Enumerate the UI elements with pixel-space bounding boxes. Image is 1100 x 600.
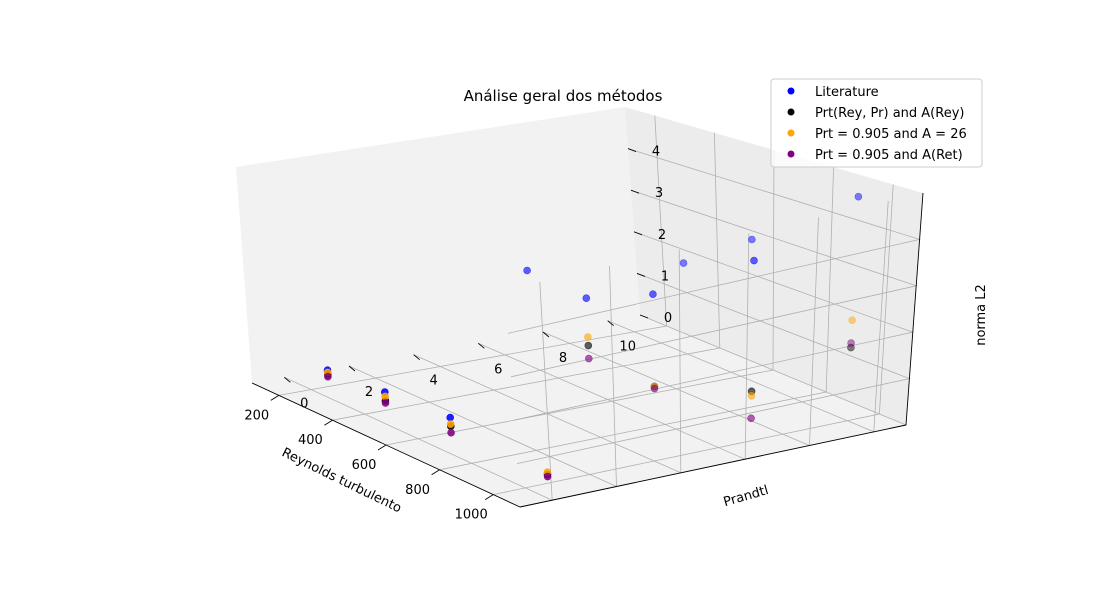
z-tick-label: 4 [652,145,660,160]
data-point [679,259,688,267]
z-tick-mark [630,189,640,194]
legend-entry: Prt = 0.905 and A(Ret) [815,148,963,163]
z-axis-line [905,192,924,426]
z-tick-label: 0 [664,311,672,326]
x-tick-mark [324,419,333,426]
z-tick-mark [627,148,637,153]
y-tick-label: 4 [430,374,438,389]
data-point [854,192,863,201]
x-tick-label: 600 [352,458,377,473]
x-tick-mark [484,494,494,500]
data-point [543,472,552,481]
legend-entry: Literature [815,85,879,100]
z-tick-label: 3 [655,186,663,201]
data-point [847,339,855,347]
z-tick-mark [633,231,643,236]
y-tick-mark [284,376,291,383]
data-point [523,266,531,275]
data-point [584,354,593,363]
y-tick-mark [348,365,356,372]
x-tick-label: 200 [244,408,269,423]
chart-title: Análise geral dos métodos [464,87,663,105]
data-point [324,372,332,381]
legend-entry: Prt = 0.905 and A = 26 [815,127,967,142]
x-tick-mark [431,469,440,476]
legend-marker [787,150,795,158]
x-axis-label: Reynolds turbulento [279,445,404,516]
y-tick-mark [542,331,550,338]
x-tick-label: 400 [298,433,323,448]
y-tick-label: 6 [494,362,502,377]
y-tick-mark [413,354,420,361]
data-point [750,256,758,265]
data-point [584,333,592,341]
data-point [446,420,455,428]
legend-marker [787,108,795,116]
chart-ticks: 200 400 600 800 1000 0 2 4 6 8 10 0 1 2 3 4 [244,145,672,523]
data-point [649,290,657,299]
y-axis-label: Prandtl [722,483,770,510]
data-point [582,294,591,303]
y-tick-label: 8 [559,351,567,366]
x-tick-mark [377,444,387,451]
data-point [747,391,756,400]
data-point [748,235,756,244]
back-right-pane [625,107,923,425]
chart-panes [236,107,923,507]
back-left-pane [236,107,640,383]
legend-entry: Prt(Rey, Pr) and A(Rey) [815,106,964,121]
data-point [847,343,855,352]
y-tick-mark [607,320,614,327]
legend-frame [770,78,983,168]
data-point [747,414,755,423]
y-tick-label: 0 [300,396,308,411]
x-tick-mark [270,395,280,401]
z-axis-label: norma L2 [974,284,989,346]
z-tick-mark [636,272,646,277]
chart-points [323,192,863,481]
data-point [848,316,857,325]
x-tick-label: 800 [405,483,430,498]
data-point [381,392,389,401]
y-axis-line [519,424,907,508]
z-tick-mark [639,314,649,319]
chart-legend: Literature Prt(Rey, Pr) and A(Rey) Prt = 0… [770,78,983,168]
y-tick-label: 10 [619,340,636,355]
y-tick-mark [478,342,485,349]
data-point [584,341,593,350]
y-tick-label: 2 [365,385,373,400]
data-point [381,399,390,407]
legend-marker [787,129,795,137]
data-point [446,413,455,422]
z-tick-label: 1 [661,269,669,284]
floor-pane [252,315,906,507]
legend-marker [787,87,795,95]
data-point [650,384,659,393]
z-tick-label: 2 [658,228,666,243]
x-tick-label: 1000 [455,508,488,523]
data-point [447,428,455,437]
